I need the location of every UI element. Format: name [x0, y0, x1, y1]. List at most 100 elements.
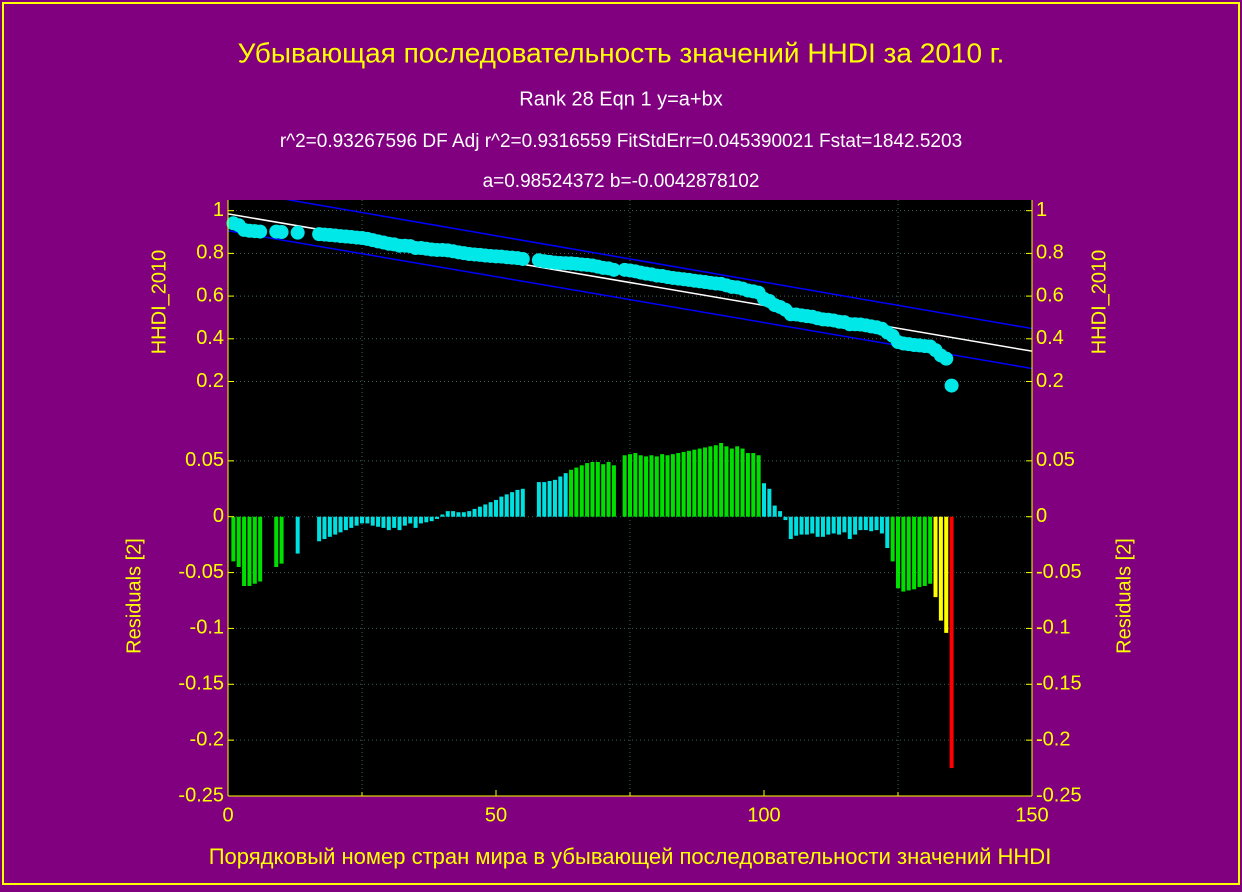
bar [890, 516, 895, 562]
bar [885, 516, 890, 548]
bar [376, 516, 381, 527]
bar [686, 450, 691, 517]
bar [788, 516, 793, 540]
bar [847, 516, 852, 540]
bar [863, 516, 868, 531]
bar [826, 516, 831, 535]
x-tick-label: 100 [747, 804, 780, 826]
bar [713, 445, 718, 517]
bar [499, 496, 504, 517]
bar [349, 516, 354, 528]
bar [322, 516, 327, 540]
y-axis-label: HHDI_2010 [148, 250, 170, 355]
bar [236, 516, 241, 567]
bar [928, 516, 933, 584]
y-tick-label: -0.2 [190, 728, 224, 750]
bar [933, 516, 938, 598]
bar [295, 516, 300, 554]
y-tick-label: -0.2 [1036, 728, 1070, 750]
bar [494, 499, 498, 517]
bar [751, 453, 756, 517]
x-tick-label: 0 [222, 804, 233, 826]
y-axis-label: Residuals [2] [1113, 538, 1135, 654]
bar [622, 455, 627, 517]
bar [906, 516, 911, 591]
y-tick-label: -0.25 [1036, 784, 1082, 806]
y-tick-label: 0.05 [185, 449, 224, 471]
y-tick-label: 0.4 [1036, 327, 1064, 349]
bar [912, 516, 917, 590]
bar [445, 511, 450, 517]
bar [649, 455, 654, 517]
bar [842, 516, 847, 533]
bar [392, 516, 397, 528]
point [274, 225, 289, 240]
bar [820, 516, 825, 537]
bar [853, 516, 858, 535]
bar [354, 516, 359, 526]
bar [874, 516, 879, 531]
chart-title: Убывающая последовательность значений HH… [238, 37, 1005, 68]
bar [810, 516, 815, 534]
x-tick-label: 150 [1015, 804, 1048, 826]
bar [745, 453, 750, 517]
bar [569, 469, 574, 517]
point [944, 378, 959, 393]
bar [611, 465, 616, 517]
bar [879, 516, 884, 534]
y-tick-label: 0.05 [1036, 449, 1075, 471]
bar [520, 488, 525, 517]
bar [579, 465, 584, 517]
bar [676, 453, 681, 517]
bar [585, 463, 590, 517]
bar [638, 455, 643, 517]
bar [274, 516, 279, 567]
bar [708, 446, 713, 517]
bar [338, 516, 343, 533]
bar [333, 516, 338, 535]
y-tick-label: 0 [213, 505, 224, 527]
bar [633, 453, 638, 517]
bar [601, 464, 606, 517]
bar [804, 516, 809, 535]
y-tick-label: 0.2 [196, 370, 224, 392]
bar [231, 516, 236, 562]
bar [360, 516, 364, 524]
bar [799, 516, 804, 535]
bar [547, 480, 552, 517]
y-tick-label: 0 [1036, 505, 1047, 527]
y-tick-label: 1 [1036, 199, 1047, 221]
bar [510, 492, 515, 517]
bar [317, 516, 322, 542]
subtitle: r^2=0.93267596 DF Adj r^2=0.9316559 FitS… [280, 131, 962, 152]
bar [242, 516, 247, 586]
point [290, 225, 305, 240]
bar [815, 516, 820, 537]
bar [552, 479, 557, 517]
y-tick-label: 0.2 [1036, 370, 1064, 392]
bar [729, 448, 734, 517]
bar [252, 516, 257, 584]
bar [279, 516, 284, 564]
bar [944, 516, 949, 633]
bar [461, 512, 466, 517]
bar [681, 451, 686, 517]
point [253, 224, 268, 239]
bar [665, 455, 670, 517]
y-tick-label: -0.05 [178, 561, 224, 583]
bar [831, 516, 836, 534]
bar [778, 511, 783, 517]
bar [488, 502, 493, 517]
bar [794, 516, 799, 536]
bar [917, 516, 922, 588]
bar [858, 516, 863, 531]
bar [397, 516, 402, 531]
bar [772, 505, 777, 517]
bar [670, 454, 675, 517]
y-tick-label: -0.15 [178, 673, 224, 695]
bar [558, 476, 563, 517]
bar [456, 512, 461, 517]
bar [472, 508, 477, 517]
bar [247, 516, 252, 586]
